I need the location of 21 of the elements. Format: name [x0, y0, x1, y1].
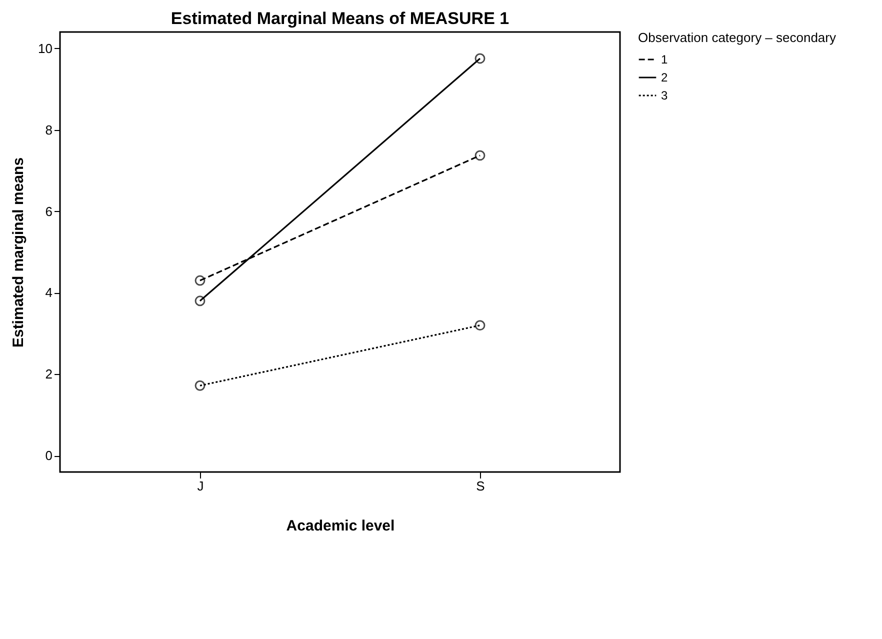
point	[194, 296, 206, 306]
y-tick-label: 10	[38, 40, 52, 56]
x-axis-title: Academic level	[286, 518, 395, 534]
point	[194, 275, 206, 286]
x-tick-label: J	[197, 478, 204, 494]
y-axis-title: Estimated marginal means	[10, 157, 28, 348]
legend-label: 3	[661, 88, 668, 102]
point	[474, 53, 486, 64]
y-tick-label: 0	[45, 448, 52, 464]
legend-title: Observation category – secondary	[638, 30, 836, 45]
legend-label: 1	[661, 52, 668, 66]
y-tick-label: 4	[45, 285, 52, 300]
chart-title: Estimated Marginal Means of MEASURE 1	[170, 9, 510, 28]
y-tick-label: 6	[45, 204, 52, 219]
point	[474, 320, 486, 331]
y-tick-label: 8	[45, 122, 52, 138]
point	[194, 380, 206, 391]
y-tick-label: 2	[45, 366, 52, 382]
x-tick-label: S	[476, 478, 486, 494]
legend-label: 2	[661, 70, 668, 84]
point	[474, 150, 486, 161]
